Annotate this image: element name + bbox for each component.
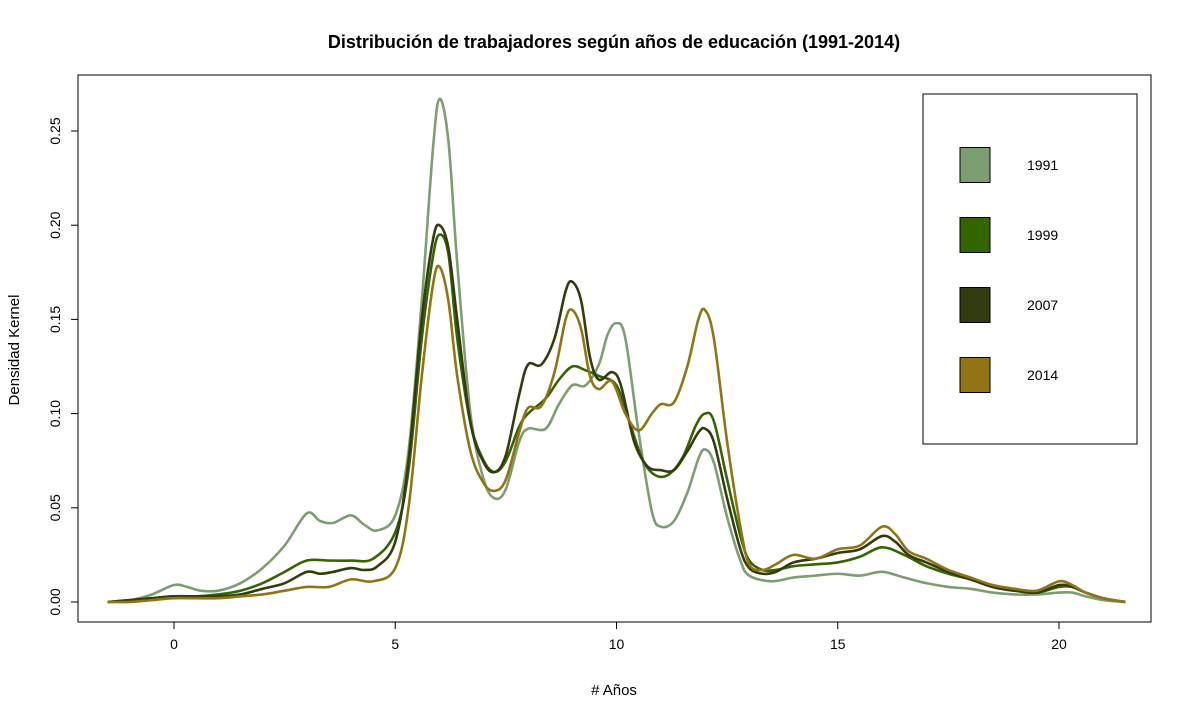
legend-label-1991: 1991	[1027, 157, 1058, 173]
x-tick-label: 15	[830, 636, 846, 652]
x-axis-label: # Años	[591, 682, 637, 699]
y-tick-label: 0.05	[47, 494, 63, 521]
y-axis-label: Densidad Kernel	[6, 295, 23, 406]
series-line-1991	[107, 97, 1126, 604]
y-tick-label: 0.25	[47, 117, 63, 144]
y-tick-label: 0.00	[47, 588, 63, 615]
series-lines	[107, 97, 1126, 604]
x-tick-label: 10	[609, 636, 625, 652]
legend-swatch-1999	[959, 217, 991, 253]
legend-swatch-2014	[959, 357, 991, 393]
legend-label-2014: 2014	[1027, 367, 1058, 383]
legend-label-1999: 1999	[1027, 227, 1058, 243]
y-axis: 0.00 0.05 0.10 0.15 0.20 0.25	[47, 117, 79, 616]
chart-title: Distribución de trabajadores según años …	[328, 32, 900, 52]
y-tick-label: 0.20	[47, 211, 63, 238]
legend-swatch-2007	[959, 287, 991, 323]
legend: 1991 1999 2007 2014	[922, 93, 1138, 445]
legend-swatch-1991	[959, 147, 991, 183]
y-tick-label: 0.10	[47, 400, 63, 427]
series-line-2007	[107, 223, 1126, 604]
legend-label-2007: 2007	[1027, 297, 1058, 313]
x-tick-label: 5	[391, 636, 399, 652]
series-line-2014	[107, 264, 1126, 604]
legend-box	[922, 93, 1138, 445]
x-tick-label: 0	[170, 636, 178, 652]
x-tick-label: 20	[1051, 636, 1067, 652]
y-tick-label: 0.15	[47, 306, 63, 333]
x-axis: 0 5 10 15 20	[170, 621, 1067, 652]
series-line-1999	[107, 233, 1126, 604]
